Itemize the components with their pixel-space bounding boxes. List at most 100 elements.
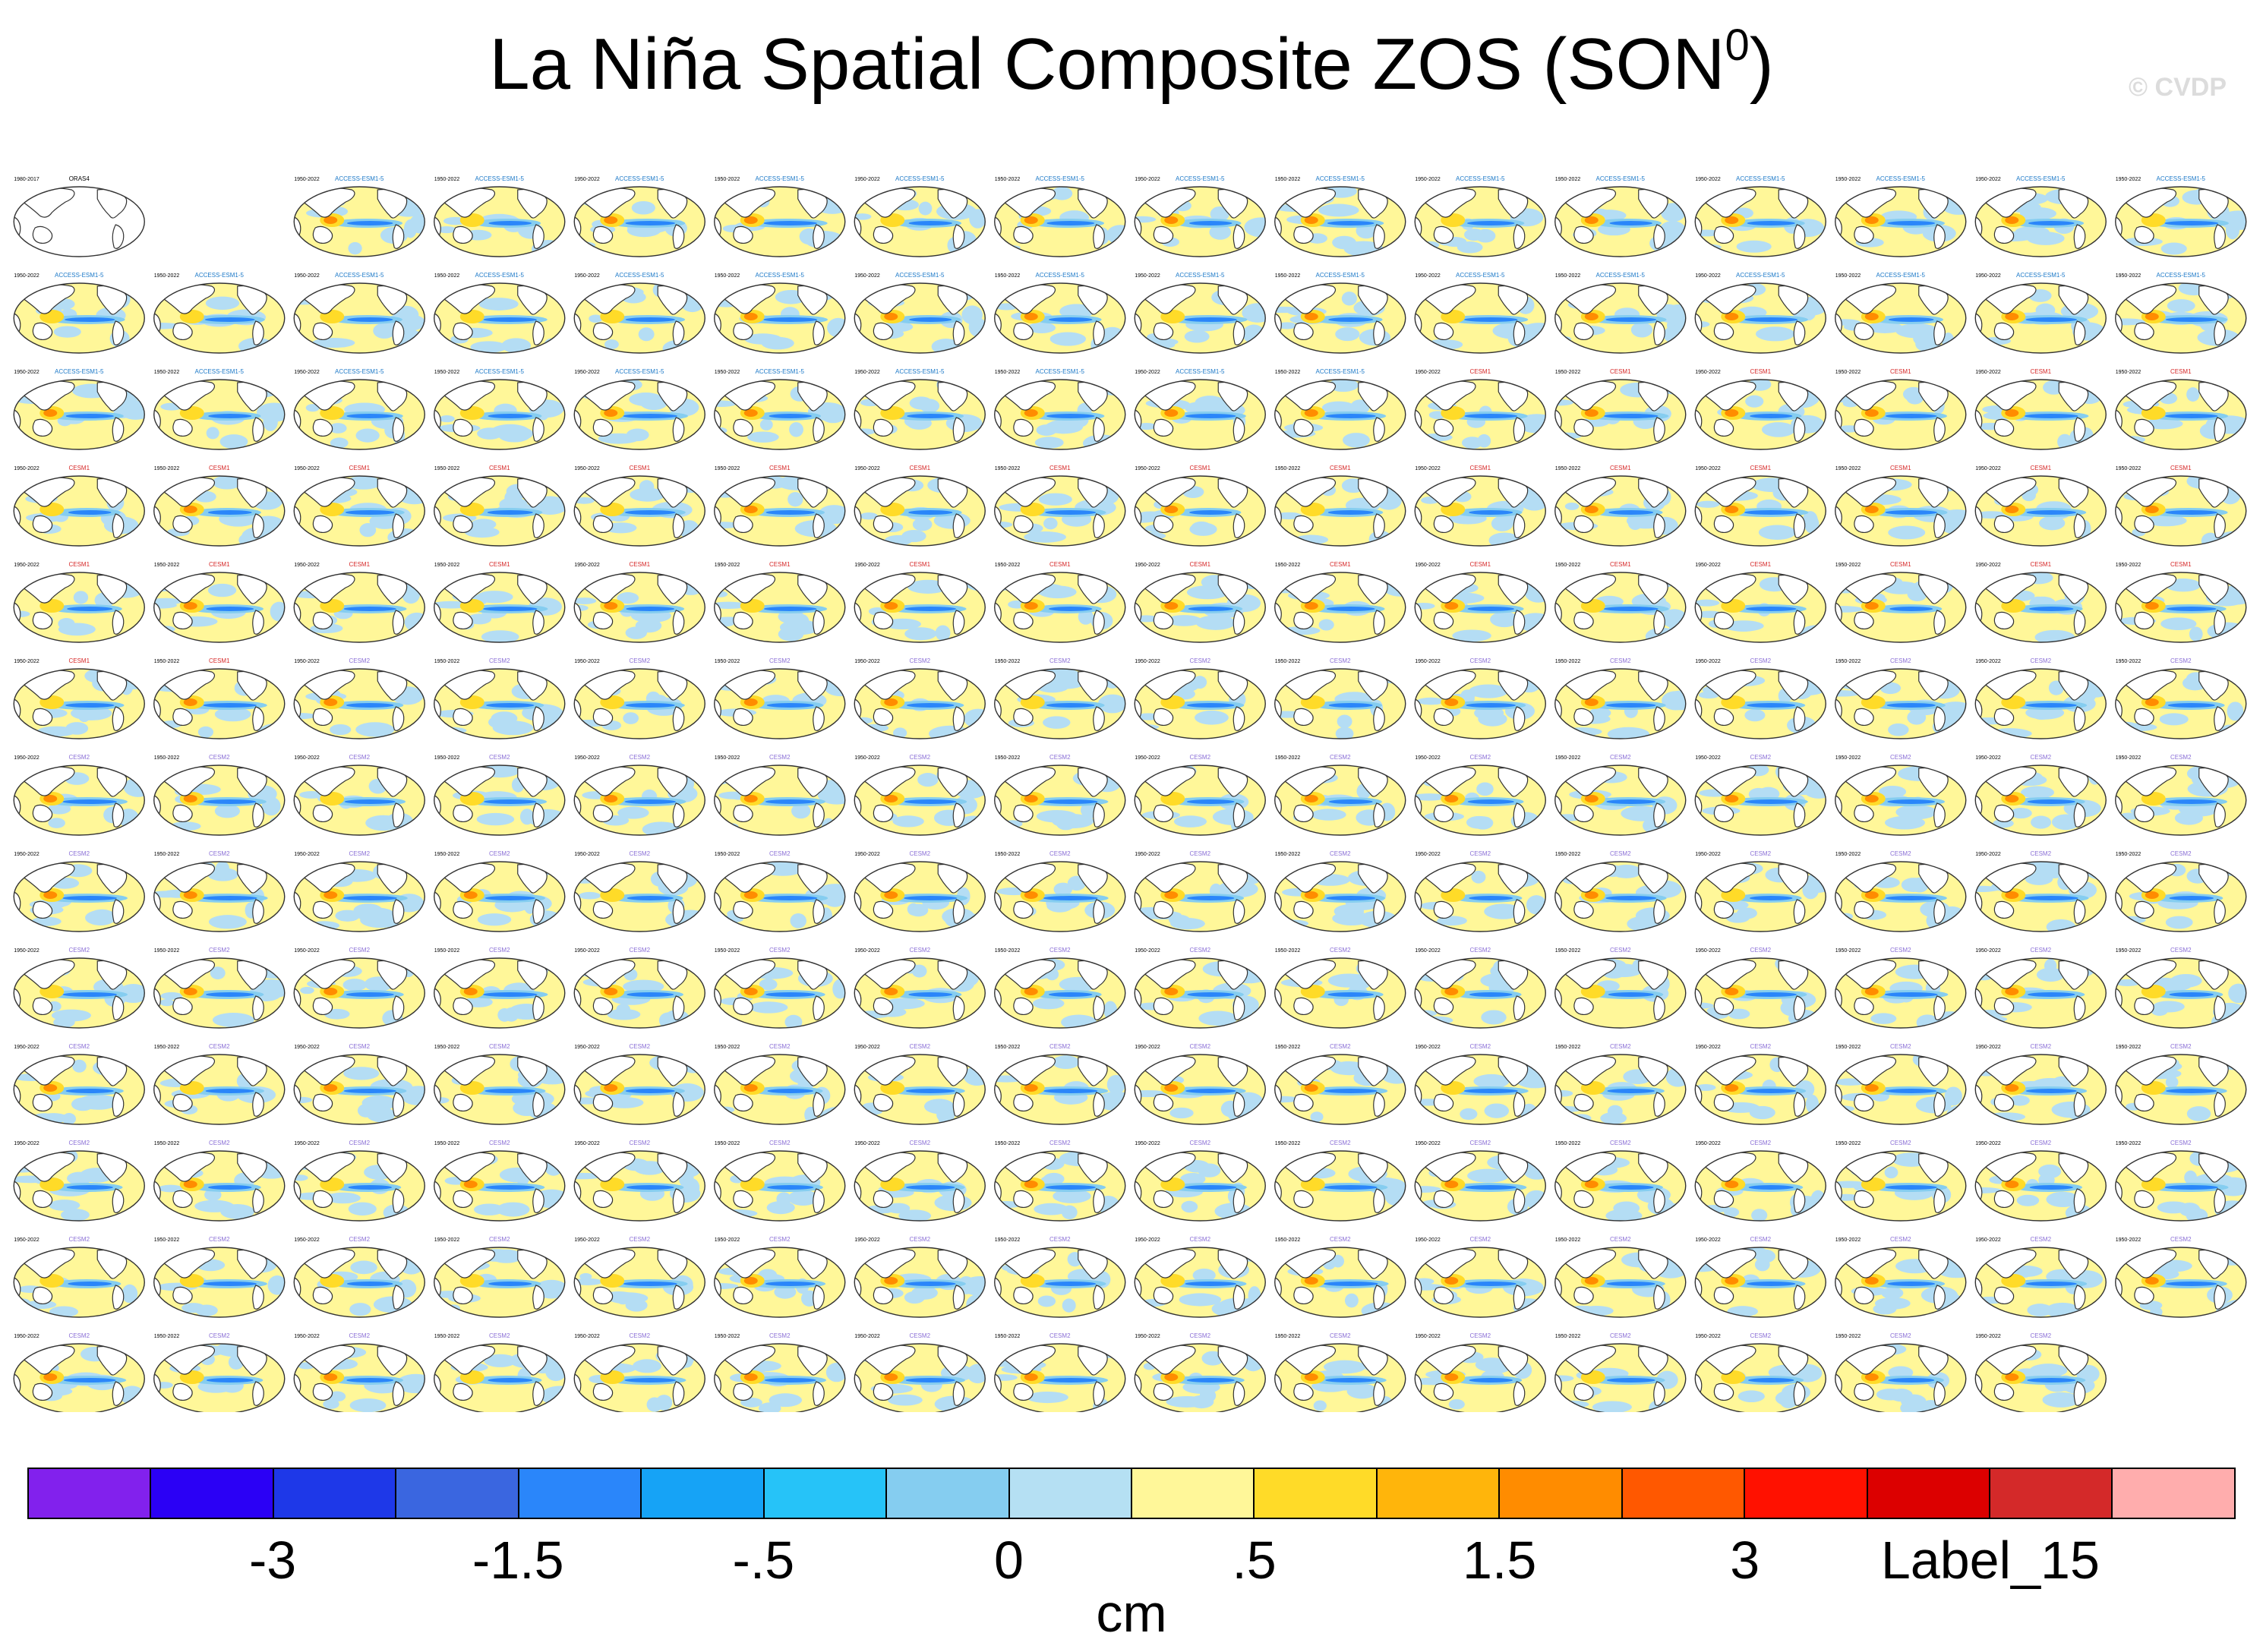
panel-label: 1950-2022 bbox=[715, 852, 740, 857]
model-panel bbox=[994, 572, 1126, 643]
panel-label: 1950-2022 bbox=[2116, 177, 2141, 182]
model-panel bbox=[13, 668, 145, 739]
panel-label: CESM1 bbox=[489, 561, 510, 568]
panel-label: ACCESS-ESM1-5 bbox=[1736, 272, 1785, 279]
panel-label: CESM2 bbox=[349, 1043, 370, 1050]
panel-label: 1950-2022 bbox=[14, 1141, 39, 1146]
panel-label: CESM2 bbox=[489, 1043, 510, 1050]
panel-label: 1950-2022 bbox=[1695, 1141, 1721, 1146]
panel-label: CESM2 bbox=[2030, 754, 2051, 761]
panel-label: CESM1 bbox=[1330, 561, 1351, 568]
panel-label: CESM1 bbox=[349, 561, 370, 568]
panel-label: 1950-2022 bbox=[2116, 1141, 2141, 1146]
panel-label: 1950-2022 bbox=[1835, 273, 1861, 279]
panel-label: 1950-2022 bbox=[154, 1045, 180, 1050]
panel-label: 1950-2022 bbox=[154, 948, 180, 954]
panel-label: CESM2 bbox=[2170, 1043, 2192, 1050]
panel-label: CESM1 bbox=[1469, 561, 1491, 568]
panel-label: CESM2 bbox=[629, 657, 650, 664]
model-panel bbox=[1554, 1150, 1687, 1222]
panel-label: CESM1 bbox=[1049, 561, 1071, 568]
panel-label: ACCESS-ESM1-5 bbox=[195, 368, 245, 375]
colorbar-swatch bbox=[1132, 1469, 1255, 1518]
model-panel bbox=[1835, 186, 1967, 257]
panel-label: CESM1 bbox=[1330, 465, 1351, 471]
panel-label: CESM2 bbox=[349, 754, 370, 761]
panel-label: CESM2 bbox=[769, 754, 791, 761]
panel-label: 1950-2022 bbox=[854, 370, 880, 375]
model-panel bbox=[434, 282, 566, 354]
model-panel bbox=[1134, 668, 1266, 739]
panel-label: CESM2 bbox=[629, 1236, 650, 1243]
colorbar-swatch bbox=[273, 1469, 397, 1518]
model-panel bbox=[1414, 1343, 1546, 1412]
panel-label: CESM2 bbox=[629, 1043, 650, 1050]
model-panel bbox=[994, 475, 1126, 547]
model-panel bbox=[854, 1343, 986, 1412]
panel-label: CESM2 bbox=[909, 754, 930, 761]
panel-label: 1950-2022 bbox=[2116, 948, 2141, 954]
panel-label: 1950-2022 bbox=[294, 1141, 320, 1146]
model-panel bbox=[573, 379, 705, 450]
model-panel bbox=[1974, 475, 2107, 547]
panel-label: CESM1 bbox=[1890, 465, 1911, 471]
panel-label: 1950-2022 bbox=[1695, 563, 1721, 568]
panel-label: 1950-2022 bbox=[1275, 852, 1301, 857]
panel-label: 1950-2022 bbox=[715, 1141, 740, 1146]
title-main: La Niña Spatial Composite ZOS (SON bbox=[489, 24, 1725, 105]
panel-label: CESM1 bbox=[349, 465, 370, 471]
panel-label: CESM2 bbox=[1610, 850, 1631, 857]
panel-label: CESM2 bbox=[1330, 947, 1351, 954]
panel-label: CESM2 bbox=[1049, 1236, 1071, 1243]
colorbar-swatch bbox=[1500, 1469, 1623, 1518]
panel-label: 1950-2022 bbox=[14, 948, 39, 954]
panel-label: CESM2 bbox=[1469, 1236, 1491, 1243]
panel-label: 1950-2022 bbox=[1275, 1045, 1301, 1050]
panel-label: CESM2 bbox=[1610, 1332, 1631, 1339]
panel-label: ACCESS-ESM1-5 bbox=[475, 175, 525, 182]
panel-label: CESM2 bbox=[2170, 657, 2192, 664]
panel-label: 1950-2022 bbox=[1135, 1237, 1160, 1243]
model-panel bbox=[1554, 1343, 1687, 1412]
panel-label: ACCESS-ESM1-5 bbox=[1036, 368, 1085, 375]
colorbar-tick-label: -1.5 bbox=[472, 1531, 564, 1590]
panel-label: 1950-2022 bbox=[1975, 852, 2001, 857]
model-panel bbox=[293, 1150, 425, 1222]
panel-label: CESM2 bbox=[1049, 1140, 1071, 1146]
model-panel bbox=[1134, 1054, 1266, 1125]
panel-label: 1950-2022 bbox=[1975, 755, 2001, 761]
model-panel bbox=[434, 668, 566, 739]
panel-label: CESM2 bbox=[1189, 1332, 1210, 1339]
model-panel bbox=[13, 1054, 145, 1125]
panel-label: 1950-2022 bbox=[1835, 755, 1861, 761]
model-panel bbox=[1134, 1343, 1266, 1412]
panel-label: 1950-2022 bbox=[574, 466, 600, 471]
model-panel bbox=[1694, 282, 1826, 354]
panel-label: CESM1 bbox=[909, 465, 930, 471]
model-panel bbox=[153, 1150, 286, 1222]
model-panel bbox=[293, 1343, 425, 1412]
cvdp-watermark: © CVDP bbox=[2129, 73, 2227, 102]
panel-label: 1950-2022 bbox=[154, 852, 180, 857]
panel-label: CESM1 bbox=[909, 561, 930, 568]
panel-label: ACCESS-ESM1-5 bbox=[55, 272, 104, 279]
panel-label: CESM2 bbox=[2030, 1140, 2051, 1146]
model-panel bbox=[1134, 379, 1266, 450]
panel-label: CESM2 bbox=[1750, 1236, 1771, 1243]
colorbar-swatch bbox=[642, 1469, 765, 1518]
panel-label: 1950-2022 bbox=[715, 177, 740, 182]
panel-label: 1950-2022 bbox=[1555, 1045, 1581, 1050]
panel-label: CESM1 bbox=[68, 465, 90, 471]
colorbar bbox=[27, 1468, 2236, 1519]
model-panel bbox=[854, 1247, 986, 1318]
panel-label: 1950-2022 bbox=[1275, 659, 1301, 664]
panel-label: CESM2 bbox=[1750, 754, 1771, 761]
panel-label: 1950-2022 bbox=[1135, 1334, 1160, 1339]
panel-label: CESM2 bbox=[629, 947, 650, 954]
panel-label: 1950-2022 bbox=[1975, 273, 2001, 279]
model-panel bbox=[1274, 957, 1406, 1029]
panel-label: 1950-2022 bbox=[434, 755, 460, 761]
model-panel bbox=[854, 282, 986, 354]
model-panel bbox=[1134, 572, 1266, 643]
model-panel bbox=[714, 1054, 846, 1125]
